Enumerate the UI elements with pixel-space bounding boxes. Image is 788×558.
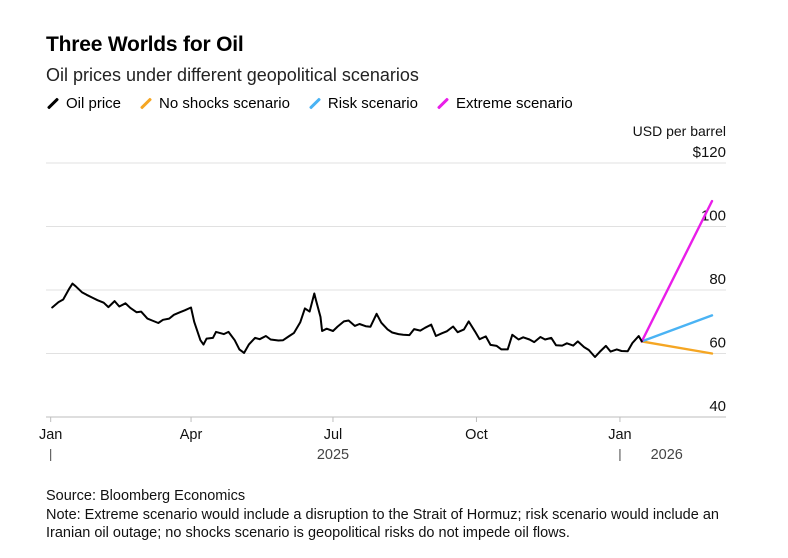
legend-label-oil-price: Oil price <box>66 95 122 112</box>
y-tick-label-40: 40 <box>709 398 726 415</box>
legend-item-no-shocks: No shocks scenario <box>139 95 290 112</box>
legend-label-extreme: Extreme scenario <box>455 95 573 112</box>
year-label-2025: 2025 <box>317 447 349 463</box>
x-tick-label-jan-2025: Jan <box>39 427 62 443</box>
source-note: Source: Bloomberg Economics <box>46 488 246 504</box>
legend-item-risk: Risk scenario <box>308 95 418 112</box>
legend-label-risk: Risk scenario <box>327 95 418 112</box>
series-line-extreme-scenario <box>640 199 714 343</box>
series-line-oil-price <box>51 282 643 358</box>
x-tick-label-jan-2026: Jan <box>608 427 631 443</box>
year-label-2026: 2026 <box>651 447 683 463</box>
legend-item-oil-price: Oil price <box>46 95 121 112</box>
series-line-risk-scenario <box>640 314 714 343</box>
chart-footer: Source: Bloomberg Economics Note: Extrem… <box>46 487 766 543</box>
y-tick-label-80: 80 <box>709 271 726 288</box>
chart-subtitle: Oil prices under different geopolitical … <box>46 65 419 85</box>
x-axis: Jan Apr Jul Oct Jan 2025 2026 <box>39 417 683 463</box>
y-tick-label-120: $120 <box>693 144 726 161</box>
x-tick-label-apr-2025: Apr <box>180 427 203 443</box>
grid-lines <box>46 162 726 418</box>
x-tick-label-oct-2025: Oct <box>465 427 488 443</box>
chart-legend: Oil price No shocks scenario Risk scenar… <box>46 95 573 112</box>
y-axis-label: USD per barrel <box>633 123 726 139</box>
x-tick-label-jul-2025: Jul <box>324 427 343 443</box>
legend-label-no-shocks: No shocks scenario <box>159 95 290 112</box>
chart-title: Three Worlds for Oil <box>46 33 244 56</box>
series-lines <box>51 199 714 358</box>
y-tick-label-60: 60 <box>709 335 726 352</box>
legend-item-extreme: Extreme scenario <box>436 95 573 112</box>
series-line-no-shocks-scenario <box>640 340 714 355</box>
methodology-note: Note: Extreme scenario would include a d… <box>46 506 719 542</box>
